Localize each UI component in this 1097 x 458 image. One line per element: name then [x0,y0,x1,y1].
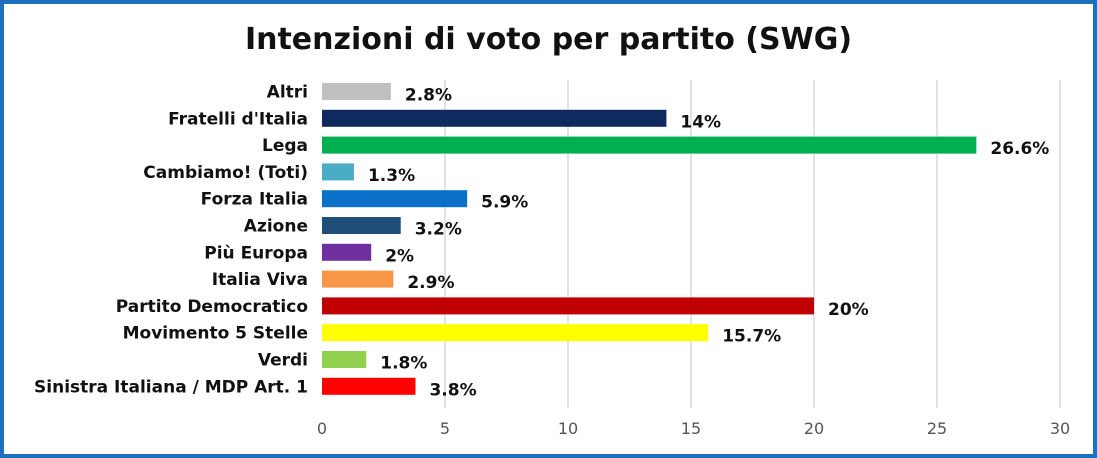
category-label: Più Europa [204,243,308,263]
x-tick-label: 20 [804,419,824,438]
value-label: 15.7% [722,327,781,347]
bar [322,377,416,395]
x-tick-label: 10 [558,419,578,438]
value-label: 14% [680,112,721,132]
value-label: 20% [828,300,869,320]
bar [322,83,391,100]
x-axis-ticks: 0 5 10 15 20 25 30 [317,419,1070,438]
bar [322,217,401,234]
bar [322,243,372,261]
value-label: 3.2% [415,220,462,240]
x-tick-label: 0 [317,419,327,438]
category-label: Lega [262,136,308,156]
bar [322,163,354,181]
bars [322,83,977,395]
category-label: Forza Italia [201,190,308,210]
category-labels: Altri Fratelli d'Italia Lega Cambiamo! (Tot… [34,83,308,398]
x-tick-label: 5 [440,419,450,438]
category-label: Sinistra Italiana / MDP Art. 1 [34,377,308,397]
value-label: 1.8% [380,354,427,374]
chart-title: Intenzioni di voto per partito (SWG) [244,22,853,57]
category-label: Italia Viva [212,270,308,290]
x-tick-label: 15 [681,419,701,438]
category-label: Movimento 5 Stelle [123,324,308,344]
x-tick-label: 25 [927,419,947,438]
value-label: 2.9% [407,273,454,293]
value-label: 5.9% [481,193,528,213]
bar [322,136,977,154]
value-label: 2.8% [405,86,452,106]
bar [322,297,814,315]
bar [322,190,468,208]
bar [322,324,709,342]
value-labels: 2.8% 14% 26.6% 1.3% 5.9% 3.2%2% 2.9% 20% 15.7% 1.… [368,86,1049,401]
category-label: Partito Democratico [116,297,308,317]
value-label: 3.8% [429,380,476,400]
bar [322,351,367,368]
bar-chart: Altri Fratelli d'Italia Lega Cambiamo! (Tot… [34,80,1070,438]
bar [322,270,394,288]
bar [322,109,667,127]
x-tick-label: 30 [1050,419,1070,438]
value-label: 26.6% [990,139,1049,159]
category-label: Altri [267,83,308,103]
category-label: Fratelli d'Italia [168,109,308,129]
category-label: Cambiamo! (Toti) [143,163,308,183]
value-label: 1.3% [368,166,415,186]
category-label: Azione [244,217,308,237]
category-label: Verdi [258,351,308,371]
gridlines [444,80,1061,408]
value-label: 2% [385,246,414,266]
